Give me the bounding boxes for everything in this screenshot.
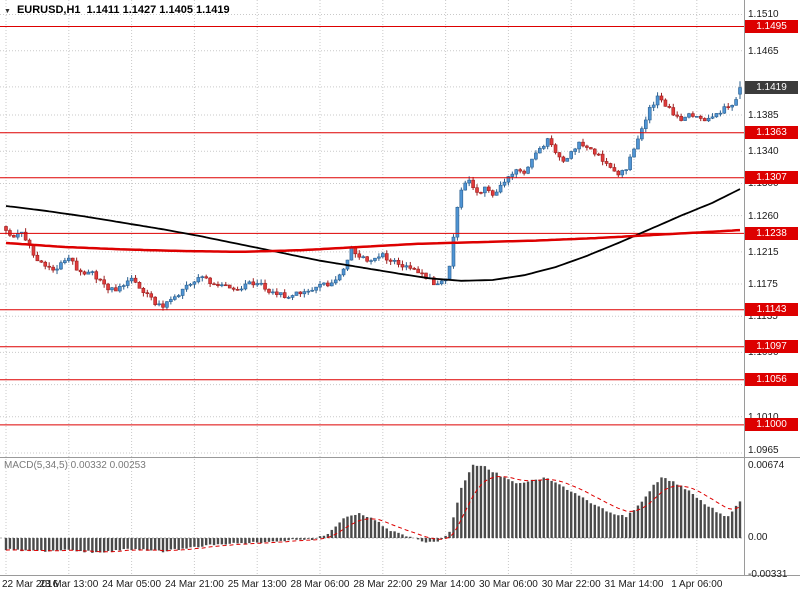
price-level-label: 1.1238 xyxy=(745,226,798,240)
price-axis-label: 1.1510 xyxy=(748,9,779,21)
price-level-label: 1.1000 xyxy=(745,418,798,432)
price-level-label: 1.1097 xyxy=(745,340,798,354)
price-level-label: 1.1363 xyxy=(745,126,798,140)
moving-average-red xyxy=(5,228,741,254)
date-label: 28 Mar 22:00 xyxy=(353,579,413,590)
date-label: 22 Mar 2016 xyxy=(2,579,59,590)
horizontal-level-lines[interactable] xyxy=(0,26,744,426)
date-label: 23 Mar 13:00 xyxy=(39,579,99,590)
price-axis-label: 1.1340 xyxy=(748,146,779,158)
price-level-label: 1.1056 xyxy=(745,373,798,387)
ohlc-values: 1.1411 1.1427 1.1405 1.1419 xyxy=(86,4,230,16)
chart-title: ▼ EURUSD,H1 1.1411 1.1427 1.1405 1.1419 xyxy=(4,4,230,16)
candlesticks xyxy=(4,81,742,311)
price-axis-label: 1.1010 xyxy=(748,411,779,423)
macd-indicator-label: MACD(5,34,5) 0.00332 0.00253 xyxy=(4,460,146,471)
one-click-trading-arrow-icon[interactable]: ▼ xyxy=(4,7,11,15)
price-level-label: 1.1143 xyxy=(745,303,798,317)
macd-axis-label: 0.00674 xyxy=(748,460,785,471)
current-price-label: 1.1419 xyxy=(745,81,798,95)
macd-signal-line xyxy=(5,476,741,553)
date-label: 1 Apr 06:00 xyxy=(671,579,723,590)
date-label: 29 Mar 14:00 xyxy=(416,579,476,590)
price-axis-label: 1.1135 xyxy=(748,311,778,323)
price-level-label: 1.1307 xyxy=(745,171,798,185)
date-label: 28 Mar 06:00 xyxy=(290,579,350,590)
date-label: 24 Mar 21:00 xyxy=(164,579,224,590)
chart-grid xyxy=(0,0,744,575)
price-axis-label: 1.1465 xyxy=(748,45,779,57)
panel-borders xyxy=(0,0,800,576)
price-axis-label: 1.1215 xyxy=(748,246,779,258)
price-axis-label: 1.0965 xyxy=(748,445,779,456)
macd-axis-label: -0.00331 xyxy=(748,568,788,580)
price-level-label: 1.1495 xyxy=(745,20,798,34)
price-axis-label: 1.1175 xyxy=(748,279,778,291)
date-label: 30 Mar 06:00 xyxy=(478,579,538,590)
date-label: 24 Mar 05:00 xyxy=(102,579,162,590)
date-label: 25 Mar 13:00 xyxy=(227,579,287,590)
macd-histogram xyxy=(0,464,744,553)
date-label: 30 Mar 22:00 xyxy=(541,579,601,590)
moving-average-black xyxy=(5,188,741,282)
date-label: 31 Mar 14:00 xyxy=(604,579,664,590)
price-axis-label: 1.1260 xyxy=(748,210,779,222)
macd-axis-label: 0.00 xyxy=(748,532,768,544)
price-axis-label: 1.1385 xyxy=(748,110,779,122)
symbol-period-label: EURUSD,H1 xyxy=(16,4,81,16)
